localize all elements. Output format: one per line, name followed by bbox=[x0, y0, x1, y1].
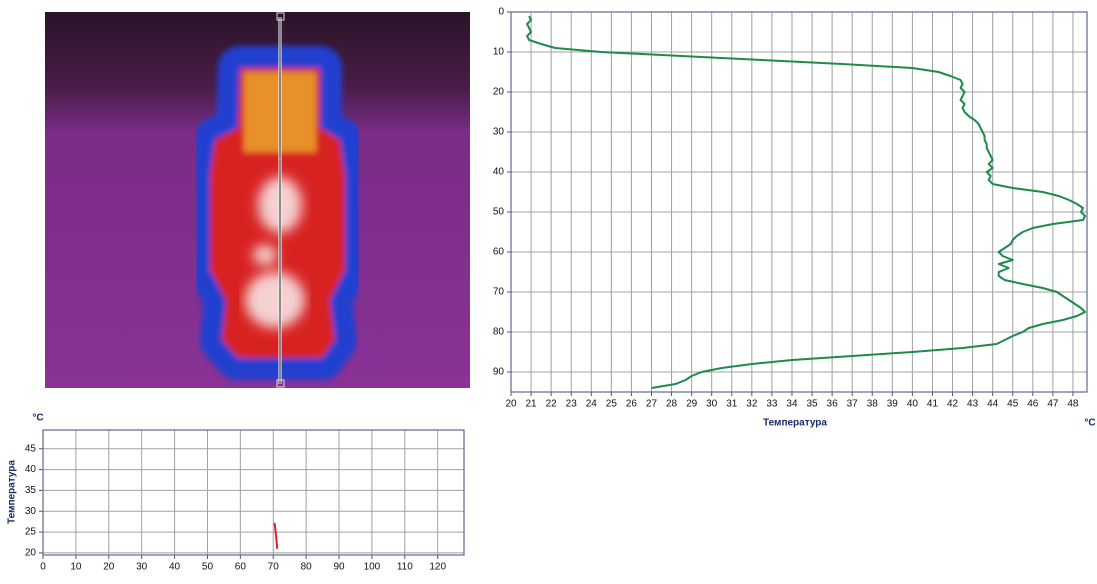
y-tick-label: 0 bbox=[498, 7, 504, 18]
x-tick-label: 47 bbox=[1047, 399, 1059, 410]
y-tick-label: 90 bbox=[493, 367, 505, 378]
x-tick-label: 27 bbox=[646, 399, 658, 410]
x-tick-label: 35 bbox=[806, 399, 818, 410]
x-tick-label: 70 bbox=[268, 562, 280, 573]
x-axis-label: Температура bbox=[763, 418, 827, 429]
app-view: 20 21 22 23 24 25 26 27 28 29 30 31 32 33 34 35 36 37 38 39… bbox=[0, 0, 1097, 579]
y-tick-label: 60 bbox=[493, 247, 505, 258]
x-tick-label: 0 bbox=[40, 562, 46, 573]
y-tick-label: 40 bbox=[25, 464, 37, 475]
x-tick-label: 80 bbox=[301, 562, 313, 573]
y-tick-label: 25 bbox=[25, 527, 37, 538]
x-tick-label: 41 bbox=[927, 399, 939, 410]
y-tick-label: 30 bbox=[25, 506, 37, 517]
x-tick-label: 34 bbox=[786, 399, 798, 410]
x-tick-label: 40 bbox=[169, 562, 181, 573]
thermal-image bbox=[45, 12, 470, 388]
y-tick-label: 70 bbox=[493, 287, 505, 298]
x-tick-label: 29 bbox=[686, 399, 698, 410]
x-tick-label: 60 bbox=[235, 562, 247, 573]
x-tick-label: 22 bbox=[546, 399, 558, 410]
x-tick-label: 110 bbox=[397, 562, 413, 573]
y-tick-label: 40 bbox=[493, 167, 505, 178]
x-tick-label: 31 bbox=[726, 399, 738, 410]
x-tick-label: 50 bbox=[202, 562, 214, 573]
plot-area bbox=[511, 12, 1087, 392]
x-tick-label: 23 bbox=[566, 399, 578, 410]
x-tick-label: 32 bbox=[746, 399, 758, 410]
y-tick-label: 20 bbox=[493, 87, 505, 98]
x-tick-label: 30 bbox=[706, 399, 718, 410]
x-tick-label: 36 bbox=[827, 399, 839, 410]
x-tick-label: 20 bbox=[103, 562, 115, 573]
x-tick-label: 37 bbox=[847, 399, 859, 410]
y-tick-label: 10 bbox=[493, 47, 505, 58]
y-tick-label: 30 bbox=[493, 127, 505, 138]
x-tick-label: 25 bbox=[606, 399, 618, 410]
unit-label: °C bbox=[32, 413, 43, 424]
x-tick-label: 90 bbox=[333, 562, 345, 573]
y-axis-label: Температура bbox=[7, 460, 18, 524]
x-tick-label: 42 bbox=[947, 399, 959, 410]
x-tick-label: 26 bbox=[626, 399, 638, 410]
x-tick-label: 43 bbox=[967, 399, 979, 410]
x-tick-label: 10 bbox=[70, 562, 82, 573]
y-tick-label: 35 bbox=[25, 485, 37, 496]
unit-label: °C bbox=[1084, 418, 1095, 429]
x-tick-label: 30 bbox=[136, 562, 148, 573]
y-tick-label: 45 bbox=[25, 443, 37, 454]
x-tick-label: 100 bbox=[364, 562, 381, 573]
x-tick-label: 24 bbox=[586, 399, 598, 410]
x-tick-label: 38 bbox=[867, 399, 879, 410]
y-tick-label: 80 bbox=[493, 327, 505, 338]
x-tick-label: 33 bbox=[766, 399, 778, 410]
y-tick-label: 20 bbox=[25, 548, 37, 559]
x-tick-label: 28 bbox=[666, 399, 678, 410]
x-tick-label: 21 bbox=[526, 399, 538, 410]
x-tick-label: 20 bbox=[505, 399, 517, 410]
x-tick-label: 48 bbox=[1067, 399, 1079, 410]
x-tick-label: 44 bbox=[987, 399, 999, 410]
x-tick-label: 45 bbox=[1007, 399, 1019, 410]
x-tick-label: 120 bbox=[429, 562, 446, 573]
y-tick-label: 50 bbox=[493, 207, 505, 218]
x-tick-label: 46 bbox=[1027, 399, 1039, 410]
x-tick-label: 40 bbox=[907, 399, 919, 410]
x-tick-label: 39 bbox=[887, 399, 899, 410]
